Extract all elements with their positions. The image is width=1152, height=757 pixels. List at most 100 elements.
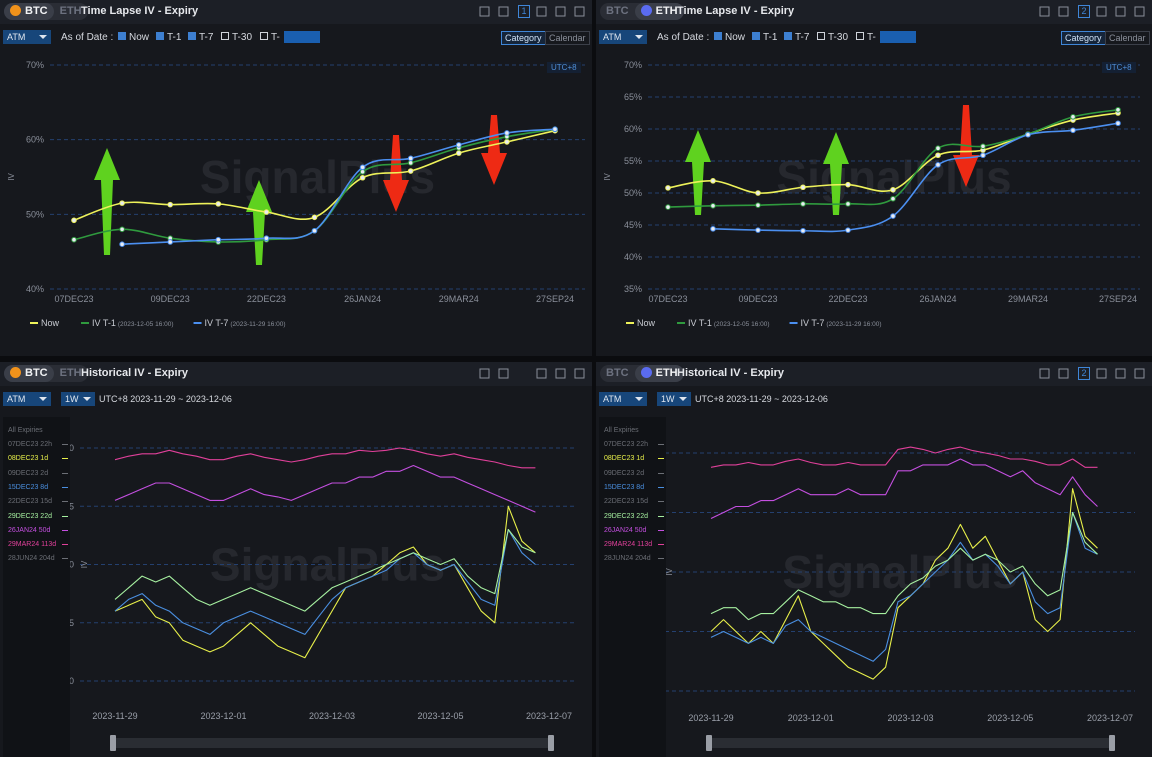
icon — [574, 368, 585, 379]
checkbox[interactable] — [856, 32, 864, 40]
point — [710, 203, 716, 209]
view-toggle[interactable]: Category — [501, 31, 546, 45]
annotation-arrow — [94, 148, 120, 255]
legend-item[interactable]: 29MAR24 113d — [8, 541, 68, 548]
series-line — [114, 528, 536, 635]
slider-handle[interactable] — [548, 735, 554, 751]
legend-item[interactable]: 28JUN24 204d — [8, 555, 68, 562]
coin-tab[interactable]: BTC — [600, 365, 635, 382]
checkbox[interactable] — [118, 32, 126, 40]
point — [800, 201, 806, 207]
legend-item[interactable]: 15DEC23 8d — [8, 484, 68, 491]
checkbox[interactable] — [784, 32, 792, 40]
legend-item[interactable]: 26JAN24 50d — [604, 527, 664, 534]
legend-item[interactable]: 22DEC23 15d — [8, 498, 68, 506]
coin-label: BTC — [606, 5, 629, 17]
legend-item[interactable]: 15DEC23 8d — [604, 484, 664, 491]
option-label: T-1 — [167, 32, 182, 43]
as-of-label: As of Date : — [61, 32, 114, 43]
period[interactable]: 1W — [657, 392, 691, 406]
coin-icon — [10, 367, 21, 378]
custom-input[interactable] — [880, 31, 916, 43]
series-line — [114, 528, 536, 612]
period[interactable]: 1W — [61, 392, 95, 406]
coin-tab[interactable]: ETH — [54, 365, 88, 382]
point — [71, 217, 77, 224]
point — [504, 139, 510, 145]
checkbox[interactable] — [817, 32, 825, 40]
timezone: UTC+8 — [547, 62, 581, 73]
point — [119, 226, 125, 233]
legend-item[interactable]: 07DEC23 22h — [8, 441, 68, 448]
selector[interactable]: ATM — [599, 30, 647, 44]
coin-switch: BTC ETH — [4, 365, 88, 382]
coin-tab[interactable]: ETH — [54, 3, 88, 20]
series-line — [122, 128, 556, 245]
coin-tab[interactable]: BTC — [4, 365, 54, 382]
legend: All Expiries 07DEC23 22h 08DEC23 1d 09DEC23… — [3, 417, 70, 757]
slider-track — [709, 738, 1112, 748]
custom-input[interactable] — [284, 31, 320, 43]
icon — [555, 368, 566, 379]
legend-item[interactable]: 28JUN24 204d — [604, 555, 664, 562]
badge: 2 — [1078, 5, 1090, 18]
slider-handle[interactable] — [706, 735, 712, 751]
annotation-arrow — [685, 130, 711, 215]
checkbox[interactable] — [156, 32, 164, 40]
point — [755, 202, 761, 208]
legend-item[interactable]: 26JAN24 50d — [8, 527, 68, 534]
legend-item[interactable]: 22DEC23 15d — [604, 498, 664, 506]
legend-title: All Expiries — [8, 427, 43, 434]
selector[interactable]: ATM — [599, 392, 647, 406]
icon — [1096, 368, 1107, 379]
checkbox[interactable] — [260, 32, 268, 40]
checkbox[interactable] — [188, 32, 196, 40]
coin-tab[interactable]: BTC — [600, 3, 635, 20]
panel-header: BTC ETH Time Lapse IV - Expiry 1 — [0, 0, 592, 24]
legend-item[interactable]: 29MAR24 113d — [604, 541, 664, 548]
legend-swatch — [658, 558, 664, 560]
checkbox[interactable] — [752, 32, 760, 40]
legend-note: (2023-12-05 16:00) — [714, 321, 770, 328]
header-icons — [479, 6, 585, 17]
point — [665, 204, 671, 210]
view-toggle[interactable]: Calendar — [545, 31, 590, 45]
checkbox[interactable] — [714, 32, 722, 40]
legend-item[interactable]: 29DEC23 22d — [8, 513, 68, 520]
selector[interactable]: ATM — [3, 30, 51, 44]
legend-item[interactable]: 08DEC23 1d — [8, 455, 68, 462]
coin-tab[interactable]: BTC — [4, 3, 54, 20]
legend-item[interactable]: 07DEC23 22h — [604, 441, 664, 448]
point — [1115, 120, 1121, 127]
selector[interactable]: ATM — [3, 392, 51, 406]
coin-tab[interactable]: ETH — [634, 365, 684, 382]
legend-swatch — [62, 486, 68, 488]
header-icons — [479, 368, 585, 379]
option-label: T-30 — [828, 32, 849, 43]
y-tick-label: 50% — [26, 209, 44, 219]
legend-item[interactable]: 29DEC23 22d — [604, 513, 664, 520]
point — [755, 227, 761, 233]
x-tick-label: 2023-12-05 — [987, 713, 1033, 723]
coin-tab[interactable]: ETH — [634, 3, 684, 20]
legend-title: All Expiries — [604, 427, 639, 434]
slider-handle[interactable] — [1109, 735, 1115, 751]
legend-label: 22DEC23 15d — [604, 498, 648, 506]
annotation-arrow — [481, 115, 507, 185]
toolbar: ATM 1W UTC+8 2023-11-29 ~ 2023-12-06 — [596, 388, 1152, 410]
point — [890, 213, 896, 219]
coin-label: BTC — [606, 367, 629, 379]
checkbox[interactable] — [221, 32, 229, 40]
panel-title: Time Lapse IV - Expiry — [677, 5, 795, 17]
coin-icon — [640, 367, 652, 378]
legend-item[interactable]: 08DEC23 1d — [604, 455, 664, 462]
legend-item[interactable]: 09DEC23 2d — [604, 470, 664, 477]
view-toggle[interactable]: Calendar — [1105, 31, 1150, 45]
x-tick-label: 27SEP24 — [536, 294, 574, 304]
x-tick-label: 2023-11-29 — [688, 713, 733, 723]
legend-item[interactable]: 09DEC23 2d — [8, 470, 68, 477]
view-toggle[interactable]: Category — [1061, 31, 1106, 45]
legend-label: 22DEC23 15d — [8, 498, 52, 506]
legend-swatch — [658, 458, 664, 460]
slider-handle[interactable] — [110, 735, 116, 751]
